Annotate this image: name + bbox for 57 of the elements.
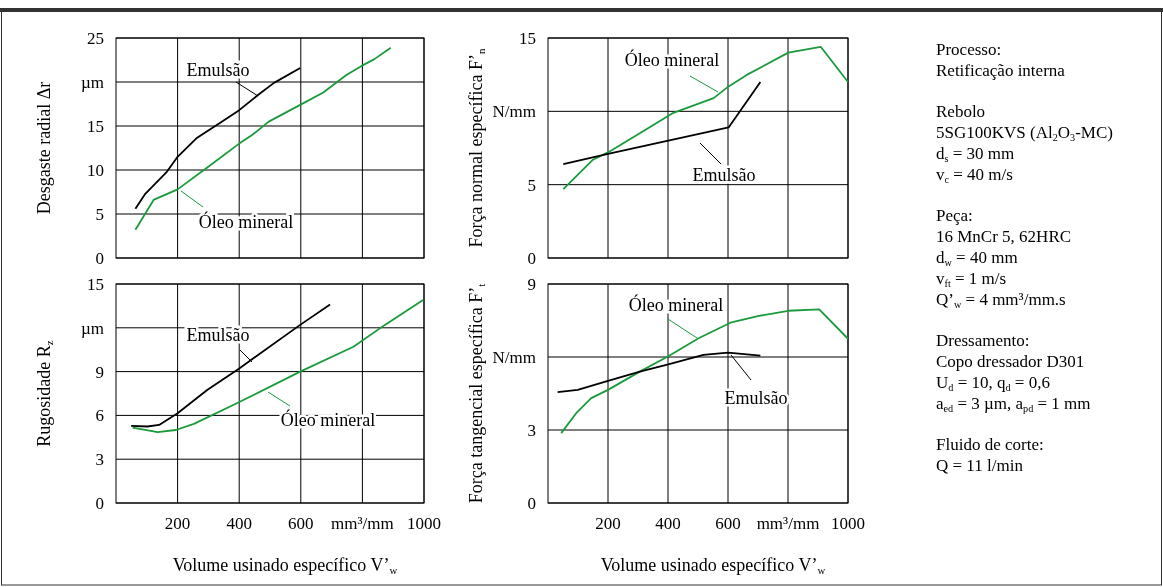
text: Q = 11 l/min (936, 456, 1024, 475)
text: Rebolo (936, 102, 986, 121)
x-tick-label: 200 (164, 514, 191, 533)
legend-label: Emulsão (692, 165, 756, 185)
text: U$_{d}$ = 10, q$_{d}$ = 0,6 (936, 373, 1050, 393)
text: d$_{w}$ = 40 mm (936, 248, 1018, 268)
y-tick-label: 15 (87, 117, 104, 136)
text: 16 MnCr 5, 62HRC (936, 227, 1072, 246)
x-tick-label: 400 (226, 514, 252, 533)
x-tick-label: 1000 (407, 514, 441, 533)
text: Processo: (936, 40, 1002, 59)
line-series (134, 46, 392, 231)
text: v$_{ft}$ = 1 m/s (936, 269, 1007, 289)
x-axis-title: Volume usinado específico V’$_{w}$ (172, 555, 398, 576)
y-tick-label: 6 (95, 406, 104, 426)
y-tick-label: 9 (527, 275, 536, 294)
y-tick-label: 0 (95, 494, 104, 513)
x-axis-title: Volume usinado específico V’$_{w}$ (600, 555, 826, 576)
y-axis-title: Desgaste radial Δr (34, 81, 54, 215)
series-label: Óleo mineral (624, 49, 720, 70)
y-tick-label: µm (80, 73, 104, 92)
y-tick-label: 9 (95, 362, 104, 382)
text: a$_{ed}$ = 3 µm, a$_{pd}$ = 1 mm (936, 394, 1091, 414)
y-tick-label: 0 (527, 249, 536, 268)
series-label: Óleo mineral (628, 294, 724, 315)
y-tick-label: 0 (527, 494, 536, 513)
y-tick-label: 25 (87, 29, 104, 48)
y-tick-label: 15 (87, 275, 104, 294)
text: Copo dressador D301 (936, 352, 1085, 371)
x-tick-label: mm³/mm (331, 514, 394, 533)
x-tick-label: mm³/mm (756, 514, 820, 533)
text: Dressamento: (936, 331, 1030, 350)
text: Retificação interna (936, 61, 1066, 80)
text: d$_{s}$ = 30 mm (936, 144, 1015, 164)
text: 5SG100KVS (Al$_{2}$O$_{3}$-MC) (936, 123, 1113, 143)
y-tick-label: 5 (527, 175, 536, 195)
text: Q’$_{w}$ = 4 mm³/mm.s (936, 290, 1066, 310)
line-series (562, 45, 849, 190)
y-tick-label: N/mm (492, 348, 536, 367)
y-tick-label: N/mm (492, 102, 536, 122)
x-tick-label: 600 (715, 514, 741, 533)
legend-label: Emulsão (724, 388, 788, 408)
x-tick-label: 600 (288, 514, 314, 533)
y-tick-label: 10 (87, 161, 104, 180)
line-series (131, 299, 424, 434)
text: Fluido de corte: (936, 435, 1044, 454)
text: Peça: (936, 206, 973, 225)
y-tick-label: 3 (95, 450, 104, 470)
text: v$_{c}$ = 40 m/s (936, 165, 1013, 185)
x-tick-label: 1000 (831, 514, 865, 533)
x-tick-label: 200 (595, 514, 621, 533)
y-tick-label: 5 (95, 205, 104, 224)
y-tick-label: 15 (519, 29, 536, 48)
y-tick-label: µm (80, 318, 104, 338)
x-tick-label: 400 (655, 514, 681, 533)
y-tick-label: 0 (95, 249, 104, 268)
y-tick-label: 3 (527, 421, 536, 440)
